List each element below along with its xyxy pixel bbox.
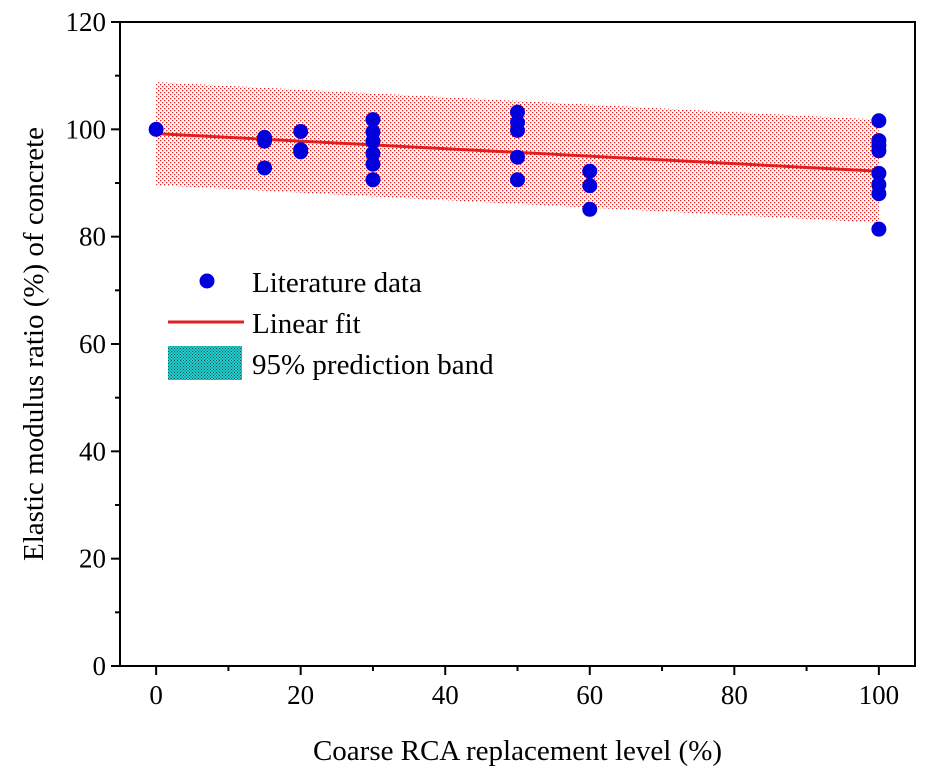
data-point <box>871 113 887 129</box>
data-point <box>365 172 381 188</box>
data-point <box>510 122 525 138</box>
data-point <box>257 160 273 176</box>
y-tick-label: 0 <box>93 651 107 681</box>
data-point <box>365 156 381 172</box>
x-tick-label: 40 <box>432 680 459 710</box>
data-point <box>871 143 887 159</box>
data-point <box>148 121 164 137</box>
legend-band-swatch <box>168 346 242 380</box>
data-point <box>257 133 273 149</box>
data-point <box>365 145 381 161</box>
data-point <box>365 112 381 128</box>
legend-label-literature-data: Literature data <box>252 267 422 299</box>
y-tick-label: 20 <box>79 544 106 574</box>
x-axis-label: Coarse RCA replacement level (%) <box>313 735 722 767</box>
data-point <box>293 123 309 139</box>
data-point <box>582 201 598 217</box>
legend-scatter-marker <box>199 273 215 289</box>
data-point <box>510 172 525 188</box>
data-point <box>582 178 598 194</box>
x-tick-label: 20 <box>287 680 314 710</box>
y-tick-label: 60 <box>79 329 106 359</box>
legend-label-linear-fit: Linear fit <box>252 308 361 340</box>
x-tick-label: 60 <box>576 680 603 710</box>
y-tick-label: 80 <box>79 222 106 252</box>
data-point <box>871 186 887 202</box>
y-tick-label: 120 <box>66 7 107 37</box>
data-point <box>871 221 887 237</box>
y-tick-label: 40 <box>79 436 106 466</box>
legend-label-prediction-band: 95% prediction band <box>252 349 494 381</box>
x-tick-label: 100 <box>859 680 900 710</box>
data-point <box>293 144 309 160</box>
data-point <box>871 165 887 181</box>
x-tick-label: 80 <box>721 680 748 710</box>
y-tick-label: 100 <box>66 114 107 144</box>
legend: Literature data Linear fit 95% predictio… <box>168 267 494 381</box>
x-tick-label: 0 <box>149 680 163 710</box>
data-point <box>582 163 598 179</box>
data-point <box>510 149 525 165</box>
y-axis-label: Elastic modulus ratio (%) of concrete <box>18 127 50 561</box>
data-point <box>365 133 381 149</box>
